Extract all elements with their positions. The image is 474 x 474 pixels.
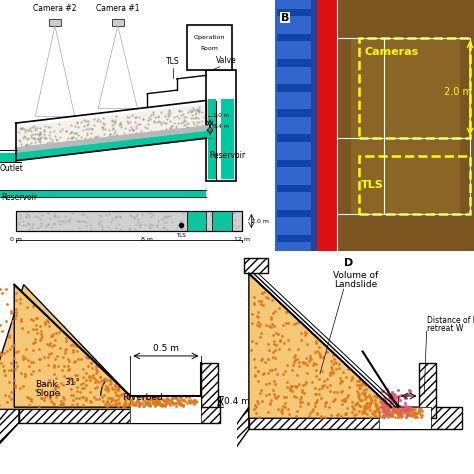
Text: TLS: TLS bbox=[166, 57, 180, 66]
Bar bbox=[277, 9, 313, 16]
Bar bbox=[277, 109, 313, 117]
Text: 0 m: 0 m bbox=[9, 237, 22, 242]
Bar bbox=[277, 59, 313, 66]
Text: Reservoir: Reservoir bbox=[1, 193, 37, 202]
Bar bbox=[208, 99, 234, 179]
Text: Slope: Slope bbox=[36, 389, 61, 398]
Text: Room: Room bbox=[200, 46, 218, 51]
Text: Valve: Valve bbox=[216, 56, 236, 65]
Text: 2.0 m: 2.0 m bbox=[444, 88, 472, 98]
Bar bbox=[277, 185, 313, 192]
Polygon shape bbox=[225, 407, 249, 463]
Bar bbox=[0, 190, 206, 197]
Bar bbox=[187, 211, 206, 231]
Bar bbox=[201, 363, 218, 407]
Bar bbox=[212, 211, 232, 231]
Polygon shape bbox=[379, 407, 419, 418]
Bar bbox=[317, 0, 337, 251]
Text: Distance of bank: Distance of bank bbox=[427, 316, 474, 325]
Text: 2.0 m: 2.0 m bbox=[251, 219, 269, 224]
Bar bbox=[358, 156, 470, 213]
Text: Volume of: Volume of bbox=[333, 271, 378, 280]
Text: 0.4 m: 0.4 m bbox=[213, 124, 229, 128]
Text: Bank: Bank bbox=[36, 380, 58, 389]
Polygon shape bbox=[244, 258, 268, 273]
Bar bbox=[19, 396, 220, 423]
Bar bbox=[337, 0, 474, 251]
Polygon shape bbox=[16, 130, 212, 161]
Text: retreat W: retreat W bbox=[427, 324, 463, 333]
Bar bbox=[206, 129, 208, 139]
Bar bbox=[0, 150, 18, 152]
Bar bbox=[351, 38, 460, 213]
Bar bbox=[216, 99, 221, 179]
Bar bbox=[16, 211, 242, 231]
Bar bbox=[0, 162, 22, 163]
Bar bbox=[112, 19, 124, 26]
Text: B: B bbox=[281, 13, 289, 23]
Polygon shape bbox=[0, 396, 19, 456]
Text: 0.4 m: 0.4 m bbox=[224, 397, 250, 406]
Bar bbox=[187, 25, 232, 70]
Polygon shape bbox=[16, 104, 206, 155]
Bar bbox=[130, 396, 201, 423]
Bar bbox=[206, 70, 236, 181]
Text: Camera #1: Camera #1 bbox=[96, 4, 139, 13]
Bar bbox=[130, 396, 201, 423]
Text: D: D bbox=[344, 258, 353, 268]
Text: Landslide: Landslide bbox=[334, 280, 377, 289]
Polygon shape bbox=[14, 284, 201, 407]
Bar bbox=[277, 210, 313, 217]
Text: Outlet: Outlet bbox=[0, 164, 24, 173]
Text: Camera #2: Camera #2 bbox=[33, 4, 77, 13]
Text: 0.5 m: 0.5 m bbox=[153, 345, 179, 354]
Text: Operation: Operation bbox=[193, 35, 225, 40]
Bar bbox=[277, 160, 313, 167]
Text: 12 m: 12 m bbox=[234, 237, 249, 242]
Bar bbox=[311, 0, 317, 251]
Bar bbox=[49, 19, 61, 26]
Polygon shape bbox=[249, 273, 427, 418]
Text: TLS: TLS bbox=[176, 233, 185, 238]
Text: TLS: TLS bbox=[361, 181, 383, 191]
Text: Reservoir: Reservoir bbox=[209, 151, 245, 160]
Text: 8 m: 8 m bbox=[141, 237, 153, 242]
Bar bbox=[249, 407, 462, 429]
Text: Cameras: Cameras bbox=[365, 47, 419, 57]
Bar bbox=[0, 153, 16, 163]
Bar bbox=[277, 84, 313, 91]
Bar bbox=[16, 211, 242, 231]
Bar bbox=[277, 235, 313, 242]
Text: 31°: 31° bbox=[64, 378, 80, 387]
Bar bbox=[358, 38, 470, 138]
Bar bbox=[275, 0, 319, 251]
Polygon shape bbox=[0, 284, 201, 410]
Text: 1.0 m: 1.0 m bbox=[213, 113, 229, 118]
Text: Riverbed: Riverbed bbox=[122, 393, 163, 402]
Bar bbox=[277, 34, 313, 41]
Bar bbox=[379, 407, 431, 429]
Bar bbox=[277, 135, 313, 142]
Bar bbox=[419, 363, 436, 418]
Bar bbox=[379, 407, 431, 429]
Polygon shape bbox=[16, 125, 212, 153]
